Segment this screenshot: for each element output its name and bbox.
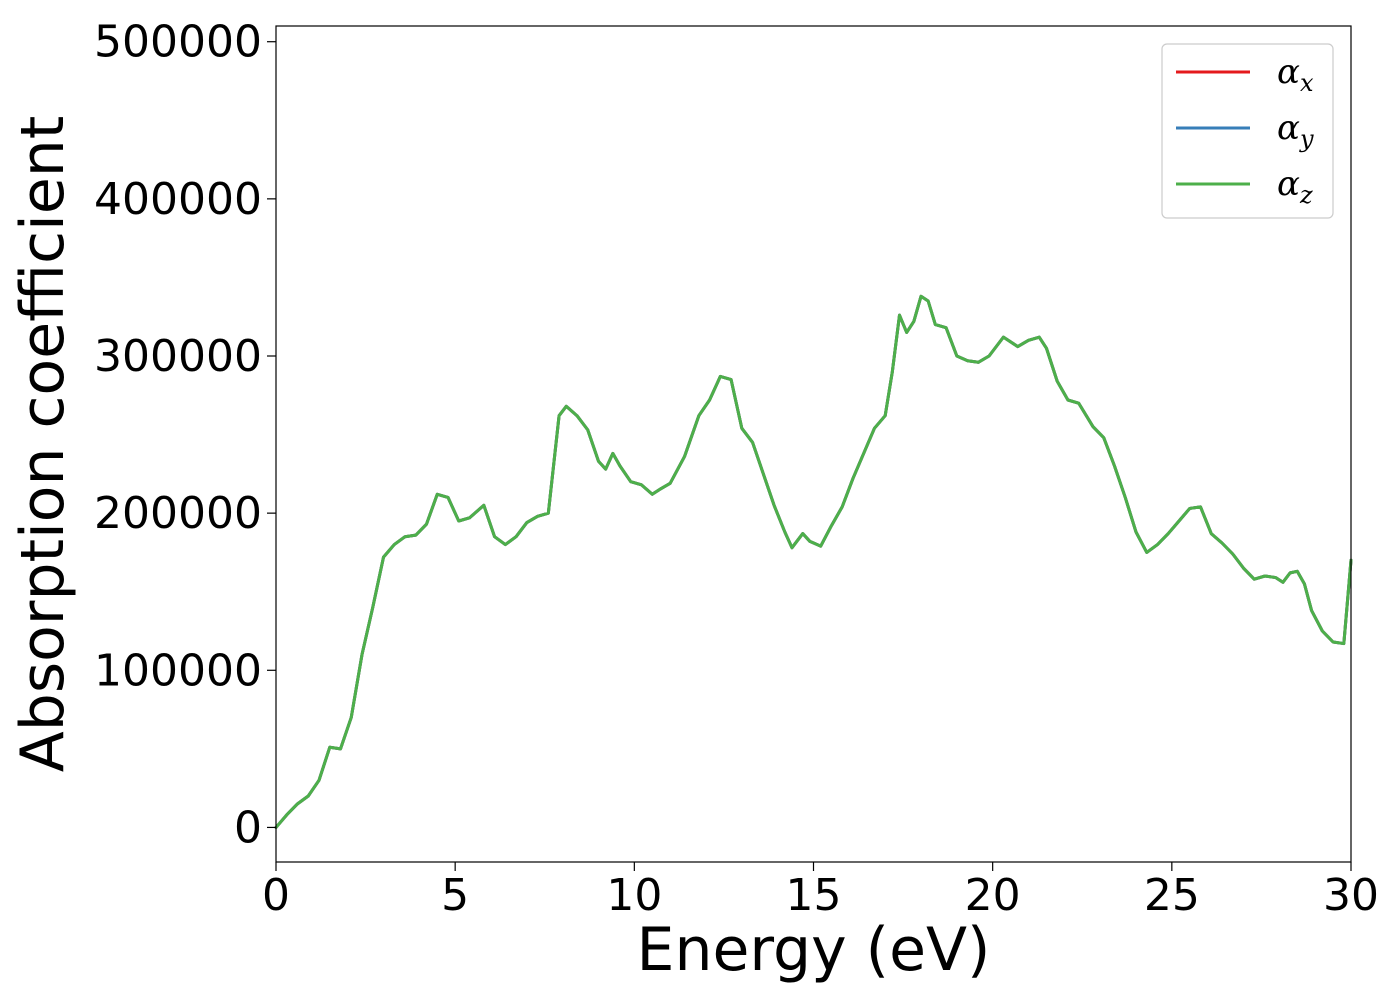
x-tick-label: 30 [1323, 870, 1379, 921]
x-tick-label: 20 [965, 870, 1021, 921]
y-tick-label: 300000 [94, 331, 262, 382]
x-tick-label: 0 [262, 870, 290, 921]
legend-label-alpha-x: αx [1277, 52, 1314, 97]
y-tick-label: 100000 [94, 645, 262, 696]
legend: αx αy αz [1161, 43, 1334, 219]
y-axis-ticks: 0 100000 200000 300000 400000 500000 [94, 17, 276, 853]
y-axis-title: Absorption coefficient [8, 116, 78, 773]
legend-label-alpha-z: αz [1277, 164, 1313, 209]
legend-box [1161, 43, 1334, 219]
y-tick-label: 400000 [94, 174, 262, 225]
y-tick-label: 500000 [94, 17, 262, 68]
x-axis-ticks: 0 5 10 15 20 25 30 [262, 862, 1379, 921]
x-tick-label: 5 [441, 870, 469, 921]
y-tick-label: 0 [234, 802, 262, 853]
legend-label-alpha-y: αy [1277, 108, 1314, 153]
x-tick-label: 10 [606, 870, 662, 921]
x-tick-label: 25 [1144, 870, 1200, 921]
series-layer [274, 294, 1353, 829]
x-tick-label: 15 [786, 870, 842, 921]
y-tick-label: 200000 [94, 488, 262, 539]
series-line-alpha-z [274, 294, 1353, 829]
x-axis-title: Energy (eV) [637, 915, 991, 985]
